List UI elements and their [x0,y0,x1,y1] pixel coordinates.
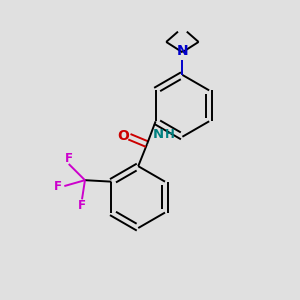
Text: F: F [78,199,86,212]
Text: F: F [65,152,73,165]
Text: N: N [153,128,164,141]
Text: N: N [177,44,188,58]
Text: O: O [118,129,129,143]
Text: H: H [165,128,175,141]
Text: F: F [54,180,62,193]
